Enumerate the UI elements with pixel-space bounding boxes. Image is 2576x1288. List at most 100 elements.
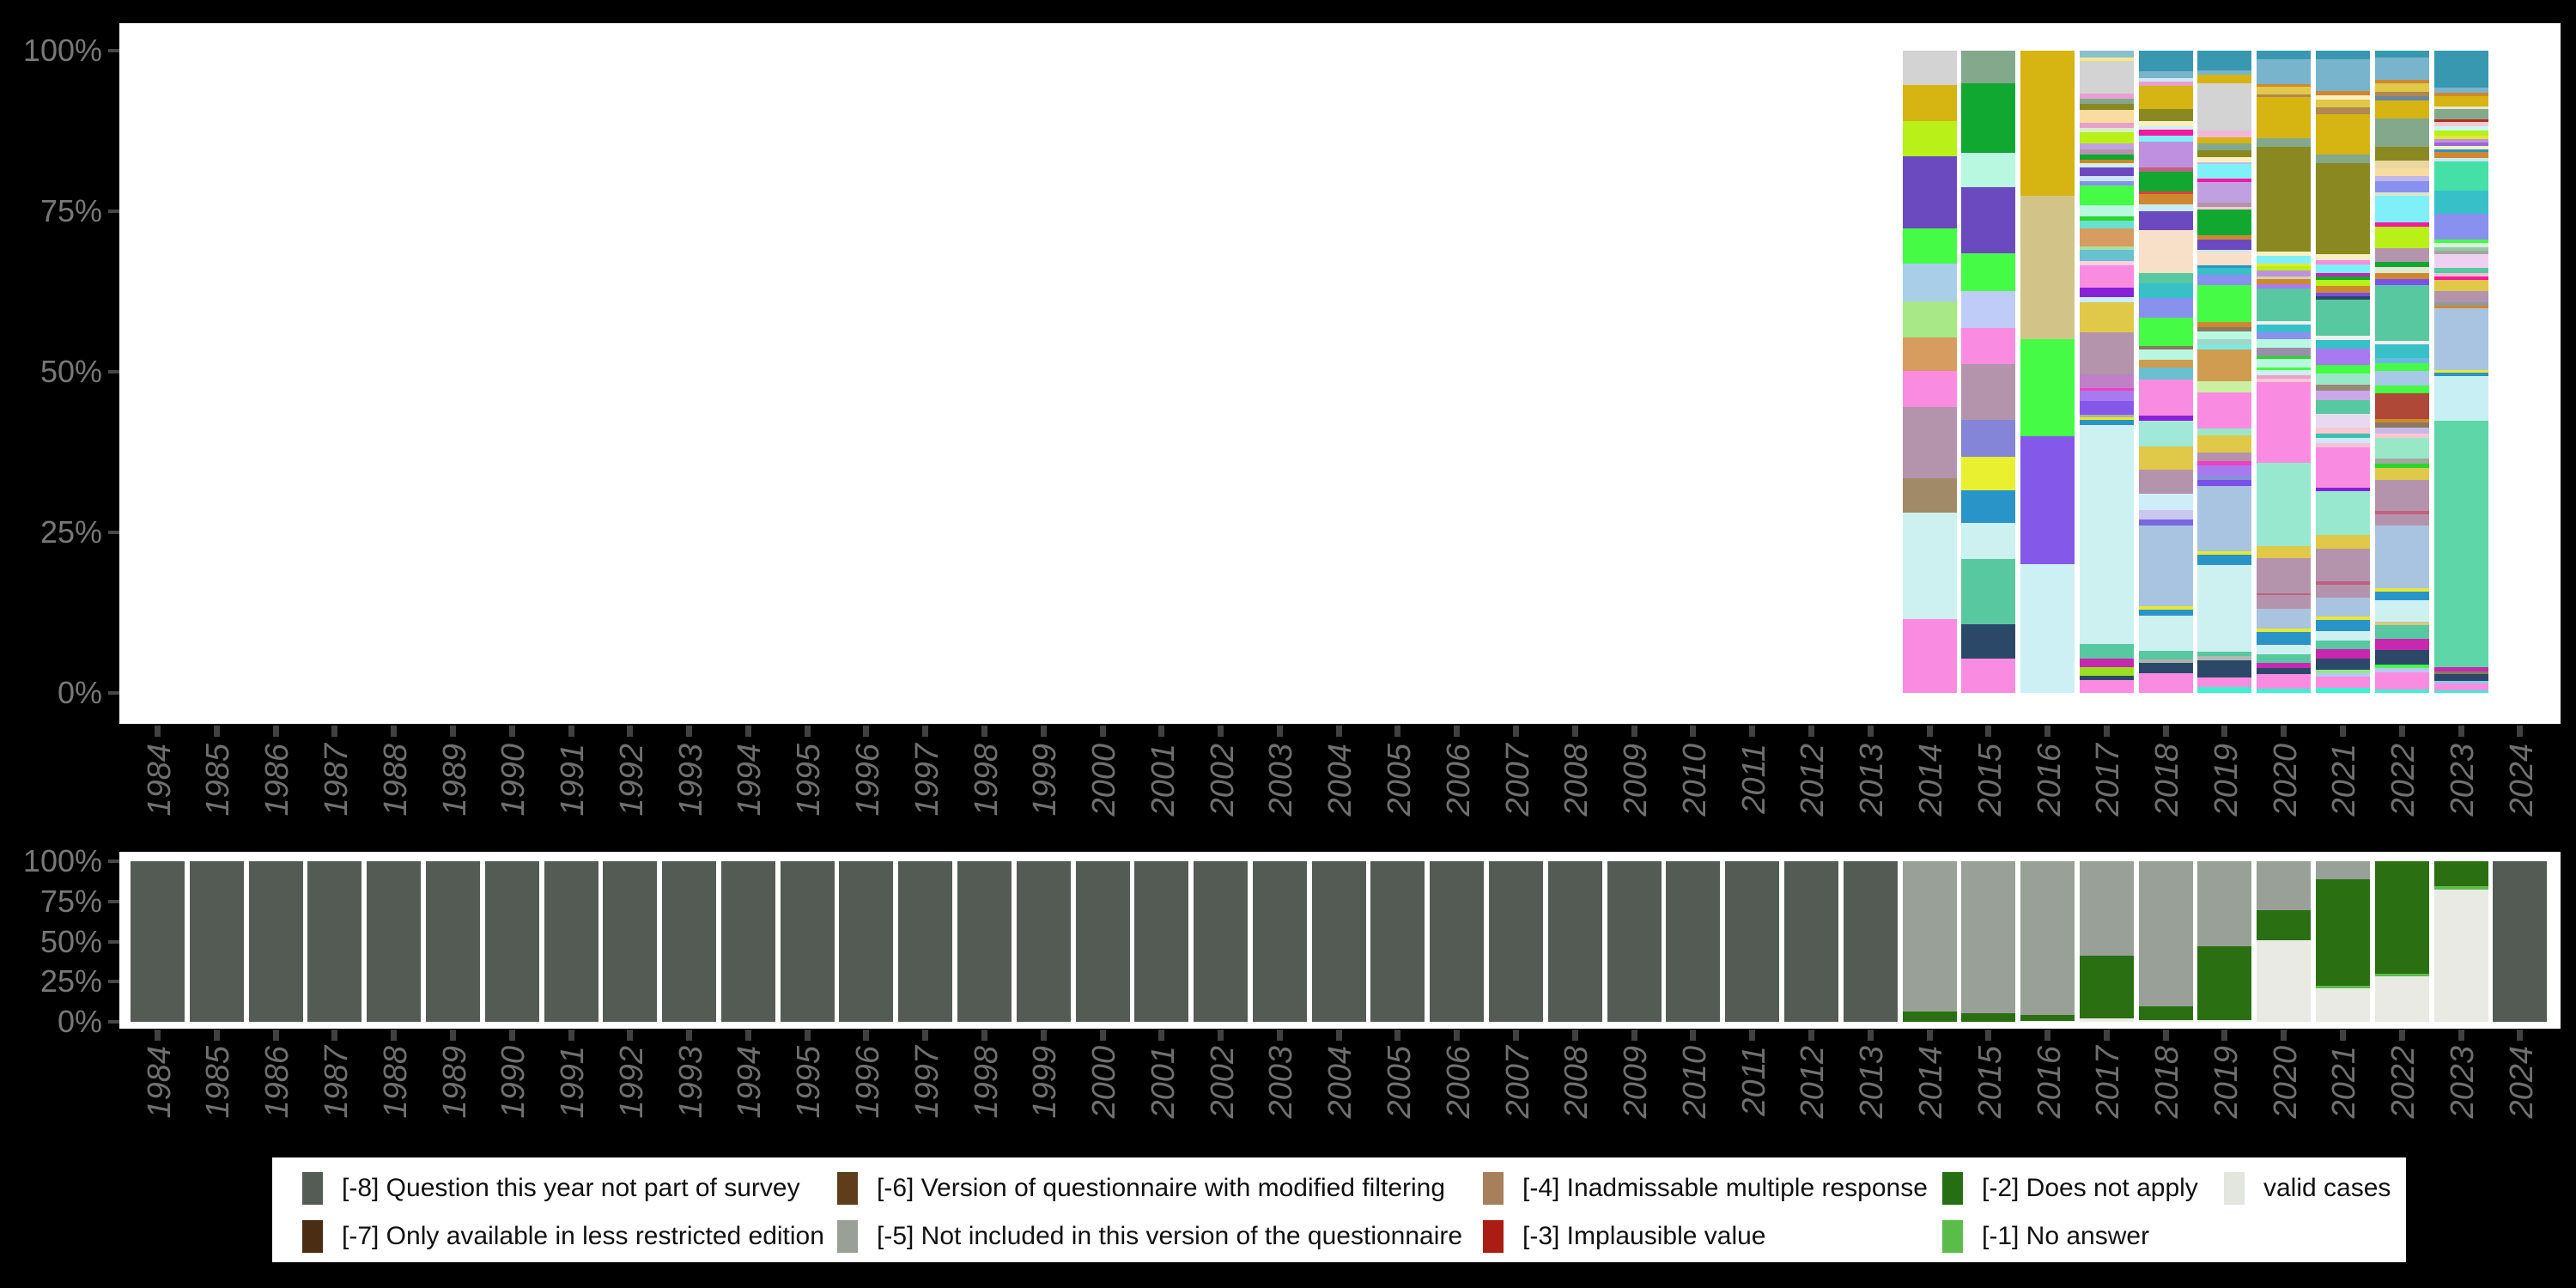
y-tick — [108, 691, 119, 695]
x-tick-label-2003: 2003 — [1263, 744, 1300, 817]
bar-segment — [2315, 641, 2370, 649]
bar-segment — [2315, 107, 2370, 114]
bar-segment — [2433, 88, 2488, 94]
stacked-bar-bottom-2004 — [1311, 861, 1366, 1022]
stacked-bar-top-2022 — [2374, 51, 2429, 694]
bar-segment — [2433, 131, 2488, 137]
x-tick — [2281, 726, 2287, 737]
stacked-bar-bottom-2024 — [2493, 861, 2548, 1022]
stacked-bar-bottom-1999 — [1016, 861, 1071, 1022]
bar-segment — [2315, 293, 2370, 297]
bar-segment — [1961, 1012, 2016, 1022]
bar-segment — [2433, 276, 2488, 280]
x-tick — [391, 1030, 398, 1041]
x-tick — [1276, 726, 1283, 737]
stacked-bar-bottom-2009 — [1607, 861, 1662, 1022]
bar-segment — [2257, 546, 2312, 559]
x-tick-label-1997: 1997 — [908, 1046, 945, 1119]
bar-segment — [2257, 595, 2312, 609]
x-tick — [804, 726, 811, 737]
bar-segment — [2433, 158, 2488, 162]
x-tick-label-2023: 2023 — [2445, 1046, 2482, 1119]
x-tick-label-1997: 1997 — [908, 744, 945, 817]
bar-segment — [2197, 551, 2252, 556]
bar-segment — [2374, 363, 2429, 371]
bar-segment — [2433, 145, 2488, 149]
stacked-bar-bottom-2001 — [1134, 861, 1189, 1022]
bar-segment — [1843, 861, 1898, 1022]
x-tick — [686, 726, 693, 737]
bar-segment — [2197, 475, 2252, 481]
x-tick — [2044, 1030, 2051, 1041]
bar-segment — [2374, 344, 2429, 358]
bar-segment — [2374, 458, 2429, 465]
x-tick — [2458, 726, 2464, 737]
bar-segment — [2020, 861, 2075, 1015]
bar-segment — [2197, 322, 2252, 327]
bar-segment — [1961, 420, 2016, 457]
bar-segment — [189, 861, 244, 1022]
stacked-bar-bottom-1987 — [307, 861, 362, 1022]
bar-segment — [2315, 99, 2370, 108]
bar-segment — [2257, 910, 2312, 940]
legend-swatch--6 — [837, 1172, 858, 1205]
bar-segment — [1075, 861, 1130, 1022]
bar-segment — [2197, 331, 2252, 340]
x-tick — [2162, 726, 2169, 737]
bar-segment — [2374, 267, 2429, 273]
bar-segment — [2079, 666, 2134, 676]
bar-segment — [2138, 172, 2193, 192]
x-tick-label-2016: 2016 — [2031, 744, 2068, 817]
stacked-bar-top-2015 — [1961, 51, 2016, 693]
x-tick-label-2019: 2019 — [2208, 744, 2245, 817]
x-tick — [1749, 726, 1756, 737]
bar-segment — [2138, 109, 2193, 121]
legend-label: [-2] Does not apply — [1982, 1174, 2198, 1202]
bar-segment — [2257, 608, 2312, 629]
bar-segment — [662, 861, 717, 1022]
bar-segment — [2433, 240, 2488, 243]
stacked-bar-bottom-1990 — [484, 861, 539, 1022]
x-tick-label-2010: 2010 — [1676, 744, 1713, 817]
bar-segment — [2433, 861, 2488, 886]
x-tick — [1926, 726, 1933, 737]
stacked-bar-bottom-1989 — [426, 861, 480, 1022]
legend-swatch--3 — [1483, 1220, 1504, 1253]
bar-segment — [2079, 94, 2134, 99]
bar-segment — [2079, 162, 2134, 168]
x-tick-label-2018: 2018 — [2149, 1046, 2186, 1119]
bar-segment — [2433, 109, 2488, 120]
bar-segment — [2138, 650, 2193, 660]
bar-segment — [2257, 558, 2312, 593]
bar-segment — [2315, 59, 2370, 92]
bar-segment — [2374, 160, 2429, 168]
bar-segment — [2374, 433, 2429, 439]
bar-segment — [1961, 152, 2016, 187]
y-tick-label-25%: 25% — [39, 963, 102, 999]
bar-segment — [2257, 279, 2312, 284]
bar-segment — [2257, 689, 2312, 694]
stacked-bar-top-2021 — [2315, 51, 2370, 693]
bar-segment — [2374, 427, 2429, 434]
x-tick-label-1991: 1991 — [555, 1046, 592, 1119]
bar-segment — [2433, 370, 2488, 374]
x-tick — [627, 1030, 634, 1041]
x-tick — [2339, 726, 2346, 737]
stacked-bar-bottom-2007 — [1489, 861, 1544, 1022]
x-tick-label-2017: 2017 — [2090, 1046, 2127, 1119]
y-tick — [108, 1020, 119, 1024]
bar-segment — [2433, 149, 2488, 153]
stacked-bar-bottom-2020 — [2257, 861, 2312, 1022]
bar-segment — [2374, 438, 2429, 459]
bar-segment — [2020, 338, 2075, 436]
bar-segment — [2257, 629, 2312, 633]
x-tick-label-1987: 1987 — [318, 744, 355, 817]
bar-segment — [2315, 286, 2370, 294]
bar-segment — [2197, 275, 2252, 286]
bar-segment — [2079, 644, 2134, 659]
x-tick — [1690, 726, 1697, 737]
stacked-bar-top-2017 — [2079, 51, 2134, 693]
bar-segment — [2138, 125, 2193, 131]
bar-segment — [2257, 939, 2312, 1022]
bar-segment — [2257, 87, 2312, 94]
